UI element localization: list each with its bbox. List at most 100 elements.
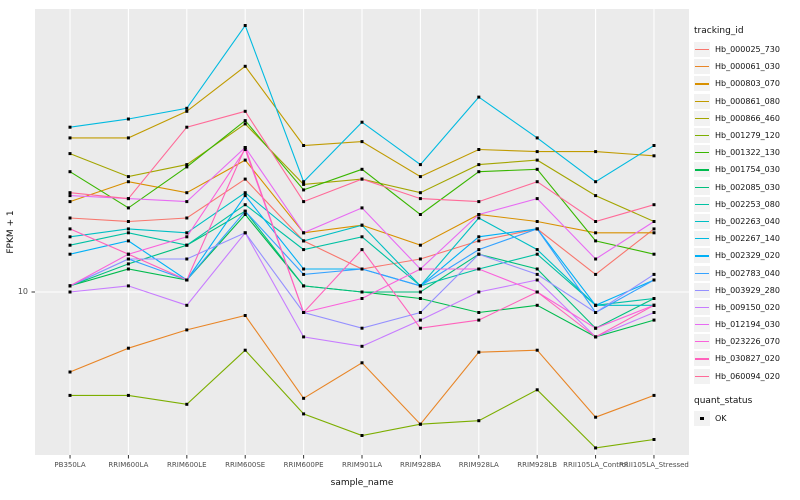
x-tick-label-RRIM901LA: RRIM901LA	[341, 461, 383, 469]
legend-entry-Hb_002085_030: Hb_002085_030	[694, 179, 798, 196]
x-tick-label-RRII105LA_Stressed: RRII105LA_Stressed	[619, 461, 689, 469]
legend-key-swatch	[694, 299, 710, 315]
legend-title-tracking-id: tracking_id	[694, 26, 744, 36]
series-color-line-icon	[695, 358, 709, 360]
x-axis-title: sample_name	[330, 478, 394, 488]
x-tick-label-PB350LA: PB350LA	[54, 461, 86, 469]
x-tick-label-RRIM928BA: RRIM928BA	[399, 461, 441, 469]
legend-entry-label: Hb_001322_130	[715, 148, 780, 158]
legend-entry-Hb_030827_020: Hb_030827_020	[694, 350, 798, 367]
series-color-line-icon	[695, 186, 709, 188]
legend-key-swatch	[694, 145, 710, 161]
legend-entry-Hb_000061_030: Hb_000061_030	[694, 58, 798, 75]
y-axis-title: FPKM + 1	[6, 210, 16, 254]
x-tick-label-RRIM600LE: RRIM600LE	[167, 461, 207, 469]
legend-entry-label: Hb_002085_030	[715, 182, 780, 192]
legend-key-swatch	[694, 42, 710, 58]
legend-entry-Hb_002267_140: Hb_002267_140	[694, 230, 798, 247]
legend-key-swatch	[694, 317, 710, 333]
legend-key-swatch	[694, 110, 710, 126]
legend-entry-Hb_000866_460: Hb_000866_460	[694, 110, 798, 127]
legend-entry-label: Hb_002253_080	[715, 199, 780, 209]
legend-entry-Hb_023226_070: Hb_023226_070	[694, 333, 798, 350]
legend-key-swatch	[694, 334, 710, 350]
series-color-line-icon	[695, 100, 709, 102]
legend-entry-Hb_001322_130: Hb_001322_130	[694, 144, 798, 161]
series-color-line-icon	[695, 66, 709, 68]
legend-entry-Hb_002263_040: Hb_002263_040	[694, 213, 798, 230]
legend-entry-label: Hb_030827_020	[715, 354, 780, 364]
legend-key-swatch	[694, 76, 710, 92]
legend-entry-label: Hb_003929_280	[715, 285, 780, 295]
legend-key-swatch	[694, 368, 710, 384]
legend-entry-Hb_012194_030: Hb_012194_030	[694, 316, 798, 333]
legend-entry-label: Hb_000061_030	[715, 62, 780, 72]
legend-key-swatch	[694, 265, 710, 281]
legend-key-swatch	[694, 282, 710, 298]
legend-entry-label: Hb_002783_040	[715, 268, 780, 278]
data-points	[68, 24, 656, 450]
series-color-line-icon	[695, 169, 709, 171]
series-color-line-icon	[695, 375, 709, 377]
legend-entry-label: Hb_009150_020	[715, 302, 780, 312]
legend-entry-Hb_002253_080: Hb_002253_080	[694, 196, 798, 213]
series-color-line-icon	[695, 341, 709, 343]
black-square-point-icon	[700, 416, 704, 421]
legend-key-swatch	[694, 179, 710, 195]
y-tick-label-10: 10	[17, 287, 28, 296]
legend-entry-Hb_001279_120: Hb_001279_120	[694, 127, 798, 144]
legend-key-swatch	[694, 231, 710, 247]
legend-key-swatch	[694, 128, 710, 144]
legend-entry-ok: OK	[694, 410, 798, 427]
legend-entry-label: Hb_000803_070	[715, 79, 780, 89]
legend-key-swatch	[694, 93, 710, 109]
legend-entry-Hb_001754_030: Hb_001754_030	[694, 161, 798, 178]
legend-key-swatch	[694, 196, 710, 212]
legend-key-swatch	[694, 351, 710, 367]
x-tick-label-RRIM600SE: RRIM600SE	[225, 461, 266, 469]
legend-entry-Hb_003929_280: Hb_003929_280	[694, 282, 798, 299]
legend: tracking_id Hb_000025_730 Hb_000061_030 Hb…	[694, 26, 798, 427]
legend-entry-Hb_000025_730: Hb_000025_730	[694, 41, 798, 58]
legend-entry-label: Hb_000025_730	[715, 45, 780, 55]
legend-entry-label: Hb_001754_030	[715, 165, 780, 175]
x-tick-label-RRII105LA_Control: RRII105LA_Control	[563, 461, 628, 469]
legend-entry-label: Hb_000861_080	[715, 96, 780, 106]
legend-key-swatch	[694, 248, 710, 264]
series-color-line-icon	[695, 135, 709, 137]
series-color-line-icon	[695, 255, 709, 257]
series-color-line-icon	[695, 238, 709, 240]
legend-title-quant-status: quant_status	[694, 395, 753, 406]
legend-entry-label: Hb_001279_120	[715, 131, 780, 141]
legend-entry-Hb_000803_070: Hb_000803_070	[694, 75, 798, 92]
legend-entry-label: Hb_002329_020	[715, 251, 780, 261]
series-color-line-icon	[695, 203, 709, 205]
legend-entry-Hb_002329_020: Hb_002329_020	[694, 247, 798, 264]
legend-entry-Hb_009150_020: Hb_009150_020	[694, 299, 798, 316]
legend-entry-Hb_060094_020: Hb_060094_020	[694, 368, 798, 385]
axis-ticks	[31, 291, 655, 459]
series-color-line-icon	[695, 117, 709, 120]
legend-entry-label: Hb_000866_460	[715, 113, 780, 123]
series-color-line-icon	[695, 220, 709, 223]
legend-entry-Hb_002783_040: Hb_002783_040	[694, 264, 798, 281]
series-color-line-icon	[695, 83, 709, 85]
legend-entry-label: Hb_012194_030	[715, 320, 780, 330]
quant-status-key	[694, 410, 710, 426]
x-tick-label-RRIM600LA: RRIM600LA	[108, 461, 149, 469]
legend-entry-Hb_000861_080: Hb_000861_080	[694, 93, 798, 110]
x-tick-label-RRIM600PE: RRIM600PE	[283, 461, 324, 469]
legend-entry-label: Hb_023226_070	[715, 337, 780, 347]
series-color-line-icon	[695, 324, 709, 326]
series-color-line-icon	[695, 49, 709, 51]
series-color-line-icon	[695, 272, 709, 274]
legend-key-swatch	[694, 213, 710, 229]
legend-entry-label: Hb_002263_040	[715, 216, 780, 226]
legend-key-swatch	[694, 162, 710, 178]
legend-key-swatch	[694, 59, 710, 75]
x-tick-label-RRIM928LB: RRIM928LB	[517, 461, 558, 469]
legend-entry-label: Hb_060094_020	[715, 371, 780, 381]
series-color-line-icon	[695, 306, 709, 309]
x-tick-label-RRIM928LA: RRIM928LA	[458, 461, 499, 469]
